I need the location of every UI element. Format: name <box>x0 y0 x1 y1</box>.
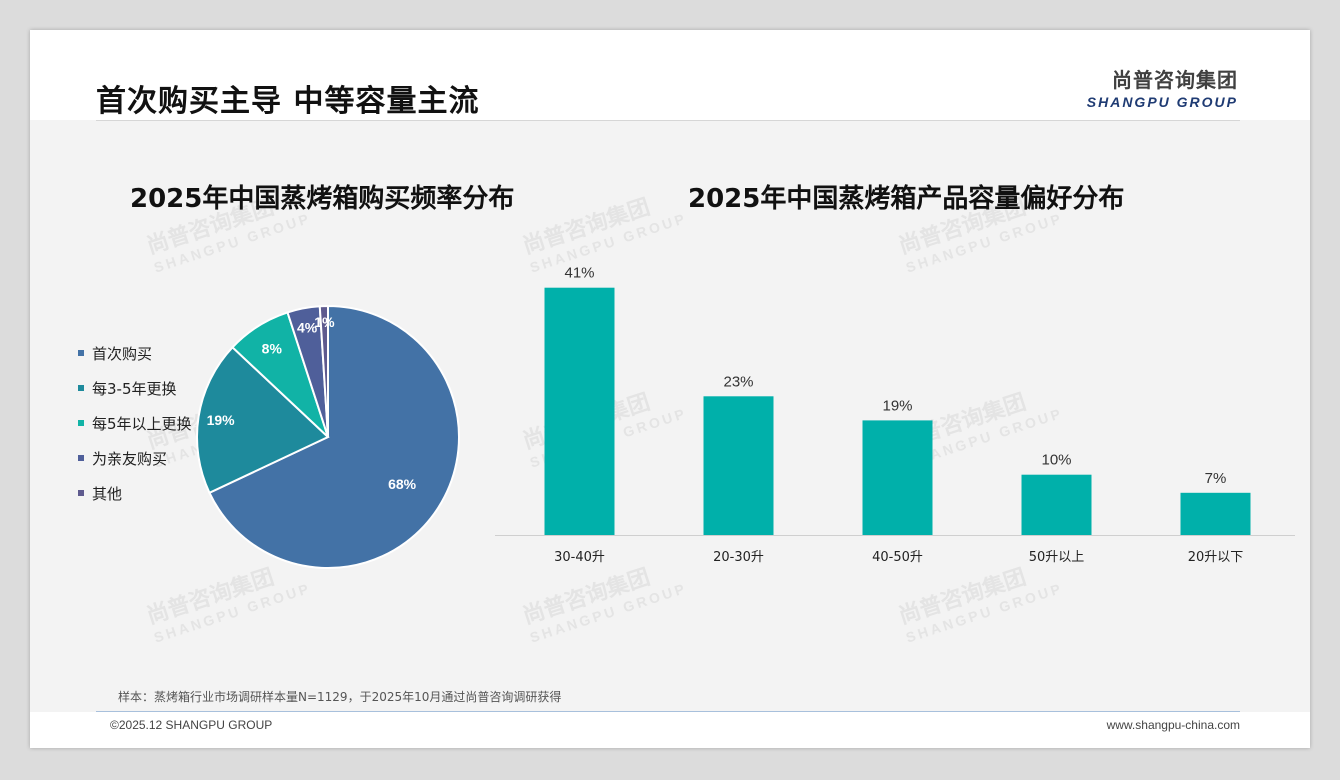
legend-swatch <box>78 384 84 391</box>
bar-data-label: 41% <box>564 265 594 282</box>
sample-footnote: 样本：蒸烤箱行业市场调研样本量N=1129，于2025年10月通过尚普咨询调研获… <box>118 690 562 704</box>
bar <box>1021 474 1092 535</box>
website-link[interactable]: www.shangpu-china.com <box>1106 718 1240 732</box>
legend-swatch <box>78 489 84 496</box>
legend-swatch <box>78 349 84 356</box>
bar <box>1180 492 1251 535</box>
bar-data-label: 23% <box>723 373 753 390</box>
pie-slice <box>196 345 330 495</box>
x-tick-label: 50升以上 <box>1029 550 1085 565</box>
legend-swatch <box>78 419 84 426</box>
header-divider <box>96 120 1240 121</box>
x-tick-label: 20升以下 <box>1188 550 1244 565</box>
bar-data-label: 7% <box>1205 470 1227 487</box>
bar-chart-title: 2025年中国蒸烤箱产品容量偏好分布 <box>688 184 1125 214</box>
footer-divider <box>96 711 1240 712</box>
legend-label: 其他 <box>92 485 123 503</box>
legend-label: 为亲友购买 <box>92 450 168 468</box>
pie-slice <box>318 304 329 438</box>
legend-label: 首次购买 <box>92 345 153 363</box>
header-band <box>30 30 1310 120</box>
footer-band <box>30 712 1310 748</box>
bar <box>544 287 615 535</box>
pie-data-label: 8% <box>262 341 283 357</box>
bar-data-label: 10% <box>1041 452 1071 469</box>
bar <box>862 420 933 535</box>
pie-data-label: 4% <box>297 320 318 336</box>
legend-item: 为亲友购买 <box>78 448 192 483</box>
x-tick-label: 20-30升 <box>713 550 764 565</box>
legend-label: 每3-5年更换 <box>92 380 177 398</box>
charts-canvas: 68% 19% 8% 4%1% 41% 30-40升 23% 20-30升 19% 40-50升 1… <box>196 265 1295 569</box>
logo-cn-text: 尚普咨询集团 <box>1112 68 1238 92</box>
copyright-text: ©2025.12 SHANGPU GROUP <box>110 718 273 732</box>
logo-en-text: SHANGPU GROUP <box>1086 94 1238 110</box>
legend-swatch <box>78 454 84 461</box>
legend-item: 首次购买 <box>78 343 192 378</box>
page-title: 首次购买主导 中等容量主流 <box>96 84 480 119</box>
legend-item: 其他 <box>78 483 192 518</box>
pie-chart-title: 2025年中国蒸烤箱购买频率分布 <box>130 184 515 214</box>
x-tick-label: 40-50升 <box>872 550 923 565</box>
legend-item: 每3-5年更换 <box>78 378 192 413</box>
bar-data-label: 19% <box>882 397 912 414</box>
slide: 首次购买主导 中等容量主流 尚普咨询集团 SHANGPU GROUP 尚普咨询集… <box>30 30 1310 748</box>
pie-data-label: 1% <box>314 314 335 330</box>
pie-data-label: 68% <box>388 476 417 492</box>
company-logo: 尚普咨询集团 SHANGPU GROUP <box>1087 64 1238 110</box>
legend-label: 每5年以上更换 <box>92 415 192 433</box>
x-tick-label: 30-40升 <box>554 550 605 565</box>
pie-data-label: 19% <box>207 412 236 428</box>
legend-item: 每5年以上更换 <box>78 413 192 448</box>
pie-legend: 首次购买每3-5年更换 每5年以上更换 为亲友购买其他 <box>78 343 192 518</box>
pie-slice <box>208 304 460 569</box>
bar <box>703 396 774 535</box>
